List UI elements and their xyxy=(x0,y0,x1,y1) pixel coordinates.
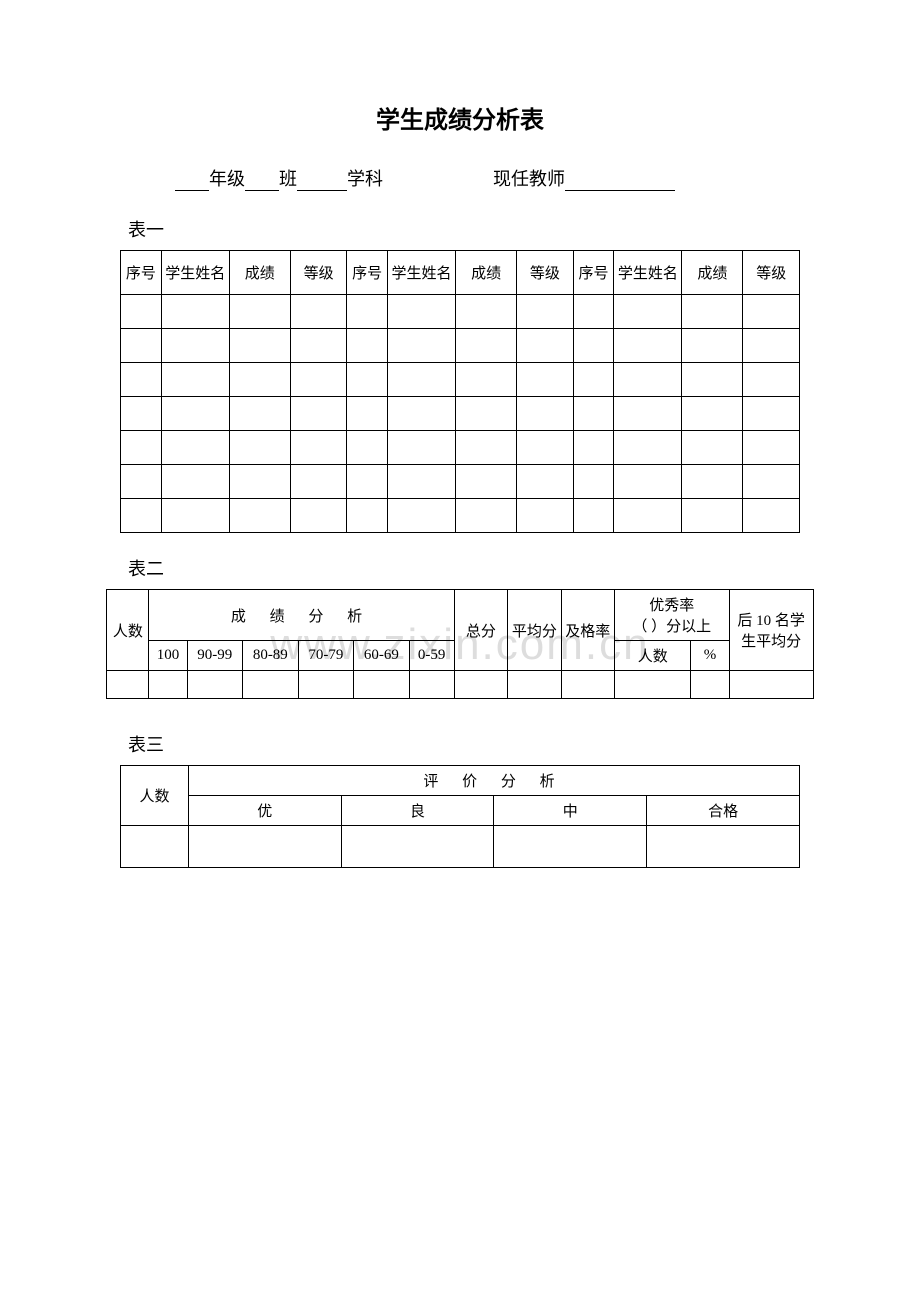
table3-header-medium: 中 xyxy=(494,796,647,826)
table1-header-no: 序号 xyxy=(347,251,388,295)
table2-sub-pct: % xyxy=(691,641,729,671)
table3-header-row1: 人数 评 价 分 析 xyxy=(121,766,800,796)
table1-header-score: 成绩 xyxy=(456,251,517,295)
table2-sub-count: 人数 xyxy=(615,641,691,671)
table1-header-grade: 等级 xyxy=(290,251,346,295)
class-label: 班 xyxy=(279,169,297,189)
table-row xyxy=(121,397,800,431)
table2-header-count: 人数 xyxy=(107,590,149,671)
table-row xyxy=(121,499,800,533)
table1-header-grade: 等级 xyxy=(743,251,800,295)
table2-band: 90-99 xyxy=(187,641,243,671)
table1-header-score: 成绩 xyxy=(229,251,290,295)
table-row xyxy=(121,329,800,363)
table2-band: 70-79 xyxy=(298,641,354,671)
table2: 人数 成 绩 分 析 总分 平均分 及格率 优秀率 （ ）分以上 后 10 名学… xyxy=(106,589,813,699)
table2-header-row1: 人数 成 绩 分 析 总分 平均分 及格率 优秀率 （ ）分以上 后 10 名学… xyxy=(107,590,813,641)
table1-header-grade: 等级 xyxy=(517,251,573,295)
grade-label: 年级 xyxy=(209,169,245,189)
table1: 序号 学生姓名 成绩 等级 序号 学生姓名 成绩 等级 序号 学生姓名 成绩 等… xyxy=(120,250,800,533)
table1-header-no: 序号 xyxy=(121,251,162,295)
table2-header-passrate: 及格率 xyxy=(561,590,614,671)
table-row xyxy=(121,826,800,868)
table-row xyxy=(121,363,800,397)
table-row xyxy=(121,431,800,465)
table-row xyxy=(121,295,800,329)
table2-header-avg: 平均分 xyxy=(508,590,561,671)
table1-header-name: 学生姓名 xyxy=(614,251,682,295)
table2-header-analysis: 成 绩 分 析 xyxy=(149,590,454,641)
table-row xyxy=(107,671,813,699)
table2-header-last10: 后 10 名学生平均分 xyxy=(729,590,813,671)
table1-header-name: 学生姓名 xyxy=(388,251,456,295)
table-row xyxy=(121,465,800,499)
table1-label: 表一 xyxy=(120,216,800,242)
table2-band: 0-59 xyxy=(409,641,454,671)
table2-header-total: 总分 xyxy=(454,590,507,671)
table3-header-analysis: 评 价 分 析 xyxy=(188,766,799,796)
table1-header-name: 学生姓名 xyxy=(161,251,229,295)
table3-header-excellent: 优 xyxy=(188,796,341,826)
page-title: 学生成绩分析表 xyxy=(120,100,800,135)
teacher-label: 现任教师 xyxy=(493,169,565,189)
table3-label: 表三 xyxy=(120,731,800,757)
table2-header-excellent: 优秀率 （ ）分以上 xyxy=(615,590,730,641)
info-line: 年级 班 学科 现任教师 xyxy=(120,165,800,191)
table1-header-row: 序号 学生姓名 成绩 等级 序号 学生姓名 成绩 等级 序号 学生姓名 成绩 等… xyxy=(121,251,800,295)
table1-header-score: 成绩 xyxy=(682,251,743,295)
table3: 人数 评 价 分 析 优 良 中 合格 xyxy=(120,765,800,868)
table3-header-pass: 合格 xyxy=(647,796,800,826)
table2-band: 100 xyxy=(149,641,187,671)
table3-header-row2: 优 良 中 合格 xyxy=(121,796,800,826)
table2-label: 表二 xyxy=(120,555,800,581)
table2-band: 60-69 xyxy=(354,641,410,671)
table1-header-no: 序号 xyxy=(573,251,614,295)
table3-header-good: 良 xyxy=(341,796,494,826)
table2-band: 80-89 xyxy=(243,641,299,671)
subject-label: 学科 xyxy=(347,169,383,189)
table3-header-count: 人数 xyxy=(121,766,189,826)
